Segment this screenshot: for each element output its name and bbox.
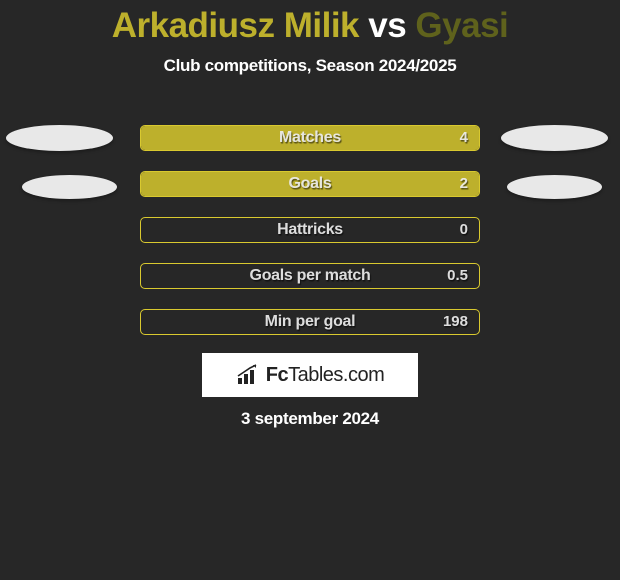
stat-row: Hattricks 0 [0,217,620,263]
page-title: Arkadiusz Milik vs Gyasi [0,0,620,46]
stat-row: Goals 2 [0,171,620,217]
stat-label: Goals per match [140,263,480,289]
stat-label: Matches [140,125,480,151]
stat-label: Goals [140,171,480,197]
date-label: 3 september 2024 [0,409,620,429]
stat-label: Min per goal [140,309,480,335]
subtitle: Club competitions, Season 2024/2025 [0,56,620,76]
logo-prefix: Fc [266,364,288,386]
player1-name: Arkadiusz Milik [112,6,359,45]
vs-label: vs [368,6,406,45]
comparison-canvas: Arkadiusz Milik vs Gyasi Club competitio… [0,0,620,580]
stat-row: Min per goal 198 [0,309,620,355]
player2-name: Gyasi [415,6,508,45]
stats-container: Matches 4 Goals 2 Hattricks 0 Goals per … [0,125,620,355]
stat-label: Hattricks [140,217,480,243]
chart-icon [236,364,260,386]
stat-row: Matches 4 [0,125,620,171]
stat-row: Goals per match 0.5 [0,263,620,309]
logo-text: FcTables.com [266,364,385,387]
logo-suffix: Tables.com [288,364,384,386]
site-logo: FcTables.com [202,353,418,397]
